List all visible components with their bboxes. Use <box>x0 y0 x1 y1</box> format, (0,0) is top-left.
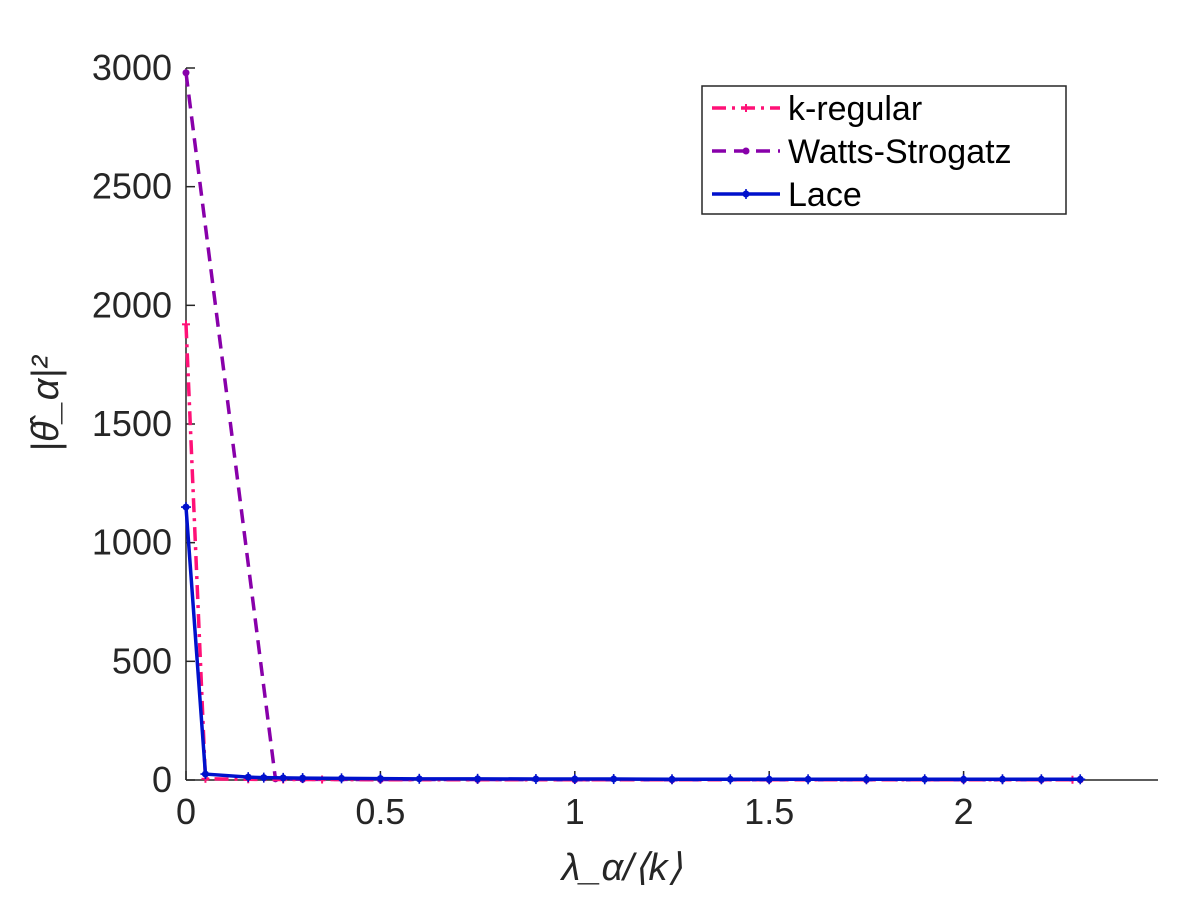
series-line <box>184 324 1073 782</box>
data-point <box>1036 774 1047 785</box>
data-point <box>182 69 190 77</box>
legend-label: k-regular <box>788 90 922 128</box>
data-point <box>741 189 751 199</box>
data-point <box>742 104 750 112</box>
data-point <box>569 774 580 785</box>
legend: k-regular Watts-Strogatz Lace <box>701 85 1067 215</box>
data-point <box>375 773 386 784</box>
x-tick-label: 2 <box>954 791 974 832</box>
data-point <box>182 320 190 329</box>
data-point <box>200 769 211 780</box>
x-tick-label: 1 <box>565 791 585 832</box>
data-point <box>243 772 254 783</box>
y-tick-label: 1000 <box>92 522 172 563</box>
legend-label: Lace <box>788 176 862 214</box>
data-point <box>530 774 541 785</box>
legend-label: Watts-Strogatz <box>788 133 1012 171</box>
data-point <box>472 773 483 784</box>
data-point <box>997 774 1008 785</box>
data-point <box>742 147 750 155</box>
data-point <box>764 774 775 785</box>
x-tick-label: 1.5 <box>744 791 794 832</box>
y-tick-label: 2500 <box>92 166 172 207</box>
data-point <box>258 772 269 783</box>
data-point <box>725 774 736 785</box>
data-point <box>667 774 677 785</box>
y-tick-label: 3000 <box>92 47 172 88</box>
legend-entry: Watts-Strogatz <box>712 133 1012 171</box>
y-tick-label: 1500 <box>92 403 172 444</box>
x-tick-label: 0.5 <box>355 791 405 832</box>
data-point <box>803 774 814 785</box>
series-layer <box>181 69 1086 785</box>
data-point <box>336 773 347 784</box>
series-line <box>184 506 1081 782</box>
legend-entry: k-regular <box>712 90 922 128</box>
data-point <box>1075 774 1086 785</box>
data-point <box>608 774 619 785</box>
series-k-regular <box>182 320 1077 784</box>
y-axis-label: |θ̂_α|² <box>25 355 67 452</box>
series-lace <box>181 502 1086 785</box>
data-point <box>297 773 308 784</box>
x-axis-label: λ_α/⟨k⟩ <box>560 847 683 889</box>
y-tick-label: 0 <box>152 759 172 800</box>
data-point <box>278 772 289 783</box>
legend-entry: Lace <box>712 176 862 214</box>
y-tick-label: 2000 <box>92 284 172 325</box>
data-point <box>414 773 425 784</box>
y-tick-label: 500 <box>112 640 172 681</box>
data-point <box>919 774 930 785</box>
data-point <box>958 774 969 785</box>
x-tick-label: 0 <box>176 791 196 832</box>
data-point <box>861 774 872 785</box>
axes: 0 0.5 1 1.5 2 0 500 1000 1500 2000 2500 3000 λ_α/⟨k⟩… <box>25 47 1158 889</box>
data-point <box>181 502 191 513</box>
